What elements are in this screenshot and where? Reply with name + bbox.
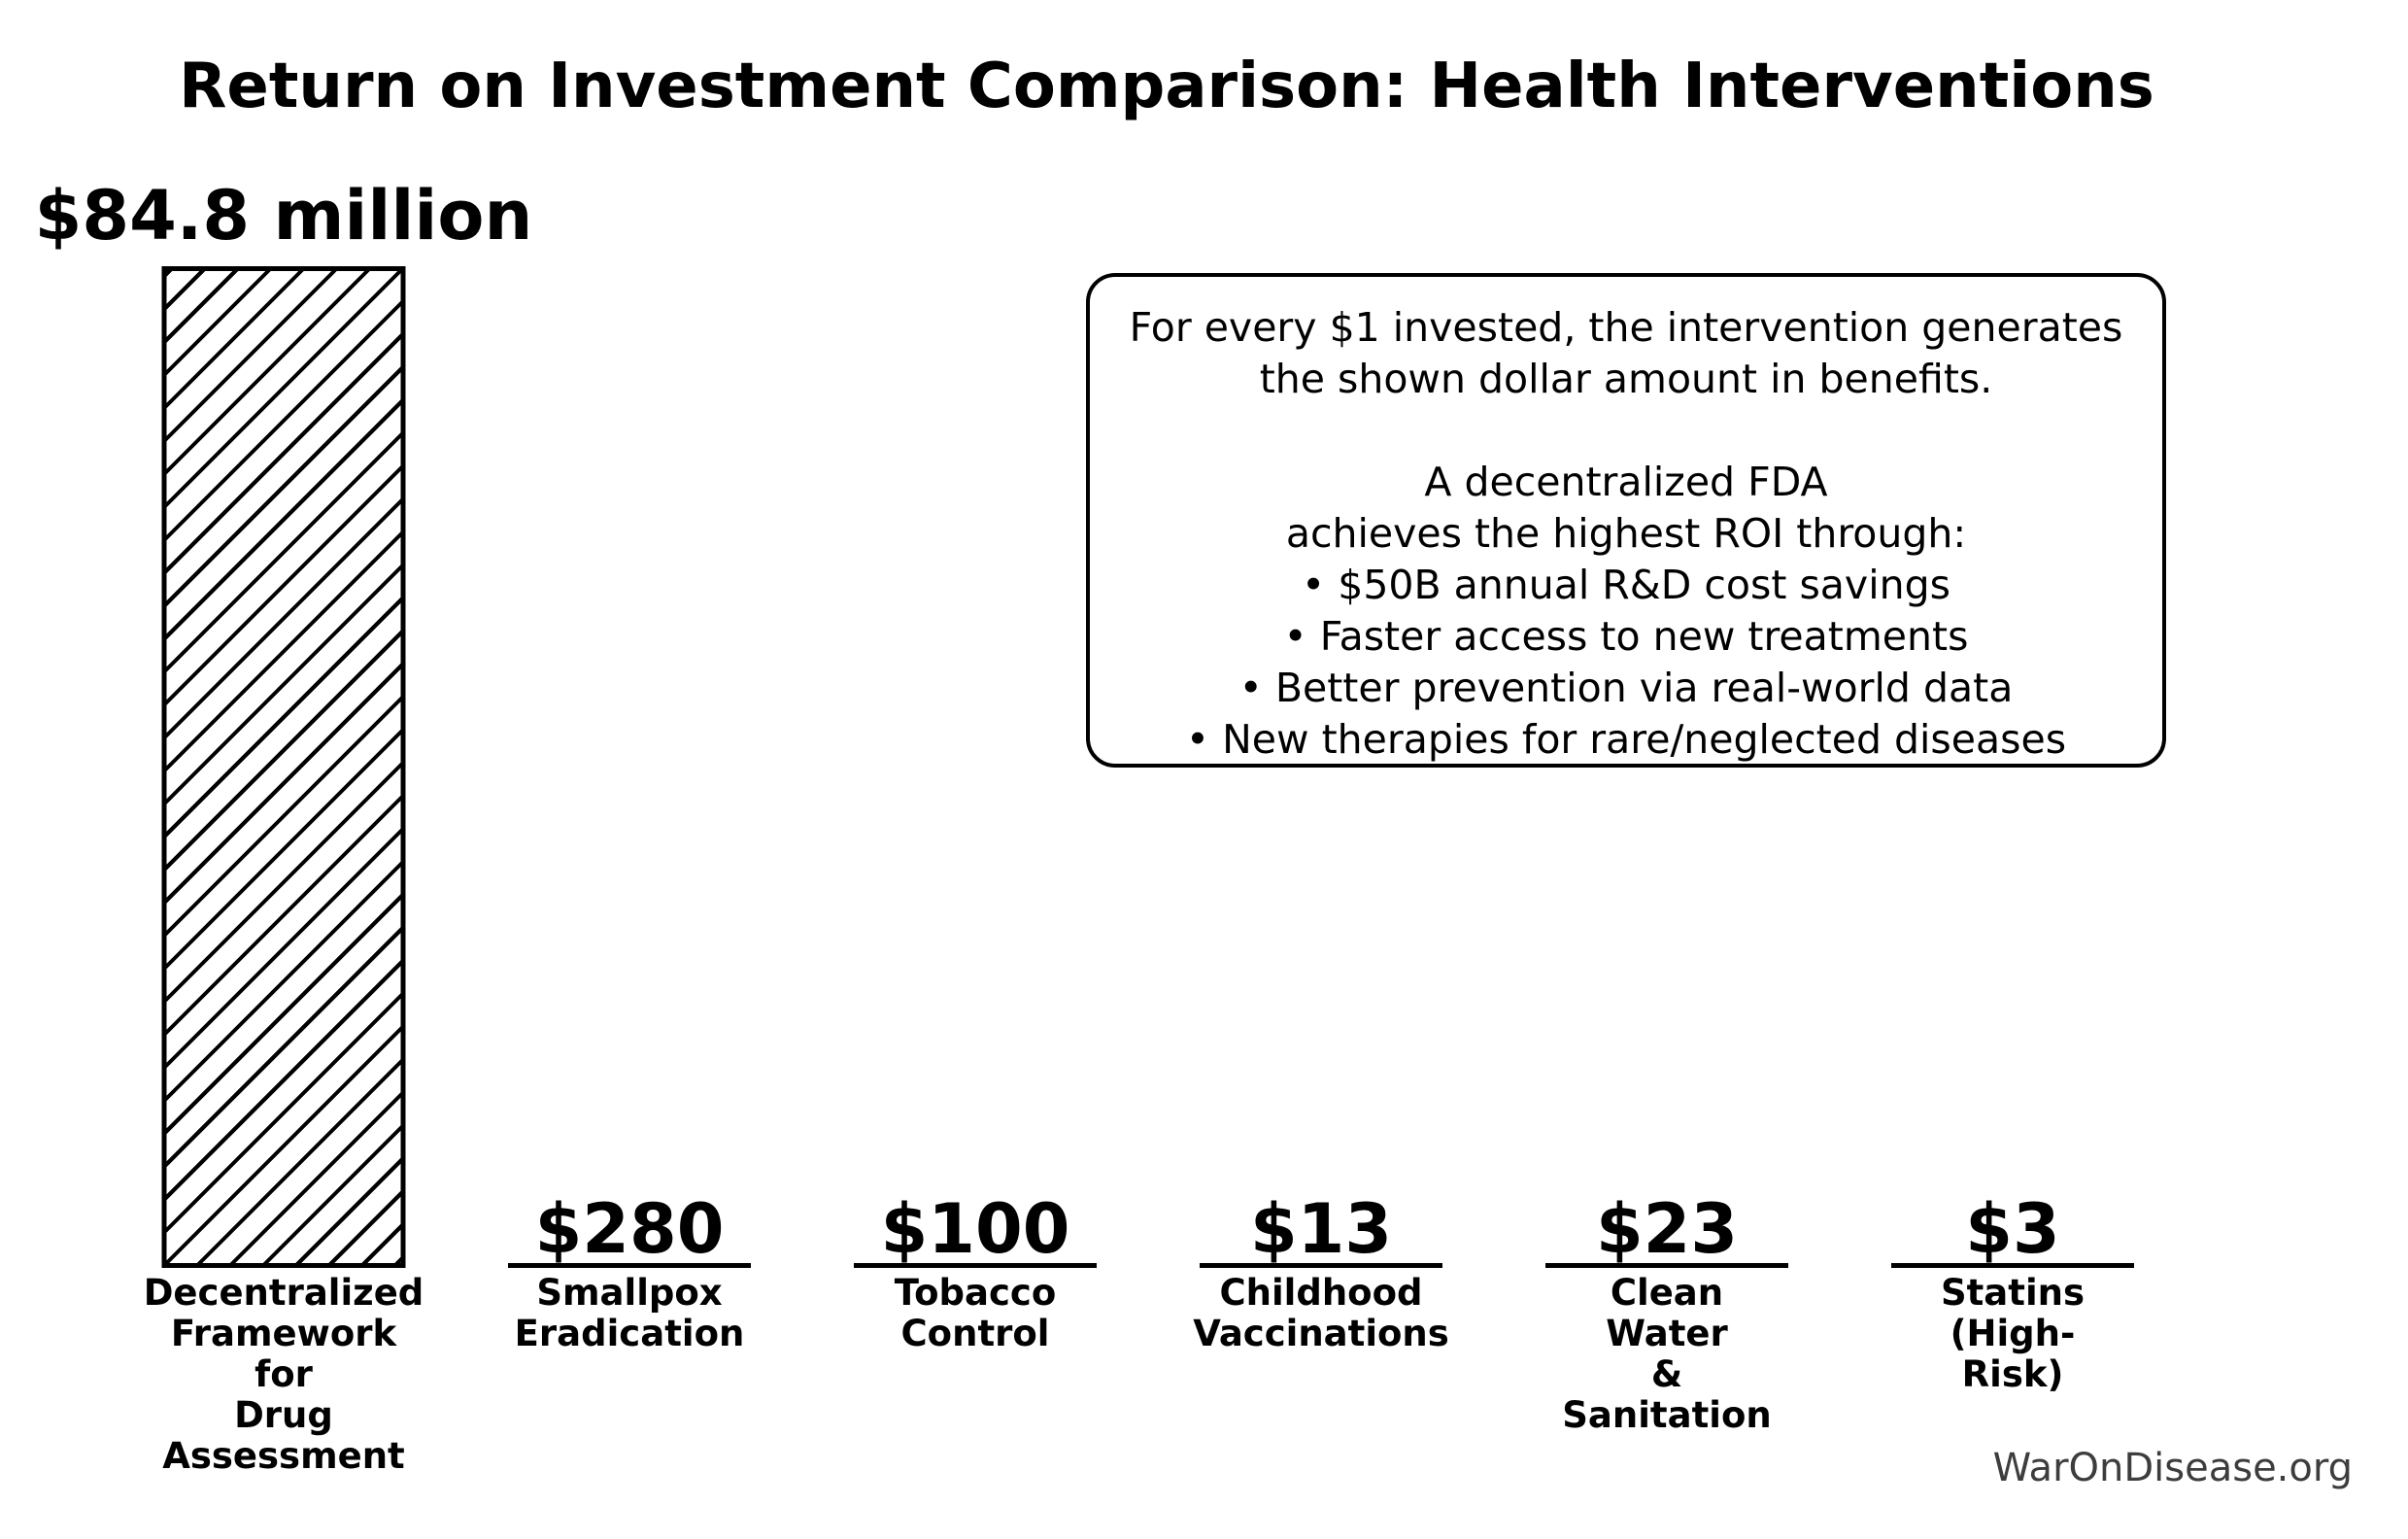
category-label-decentralized: Decentralized Framework for Drug Assessm…	[143, 1272, 424, 1477]
bar-statins	[1891, 1263, 2134, 1268]
annotation-line: achieves the highest ROI through:	[1285, 510, 1967, 557]
annotation-line: For every $1 invested, the intervention …	[1129, 304, 2123, 351]
annotation-line	[1090, 405, 2162, 457]
column-statins: $3 Statins (High-Risk)	[1838, 0, 2188, 1539]
value-label-vaccinations: $13	[1249, 1189, 1393, 1269]
bar-tobacco	[854, 1263, 1097, 1268]
annotation-line: A decentralized FDA	[1424, 459, 1828, 505]
bar-clean-water	[1545, 1263, 1788, 1268]
watermark: WarOnDisease.org	[1992, 1446, 2353, 1490]
category-label-vaccinations: Childhood Vaccinations	[1193, 1272, 1449, 1354]
category-label-statins: Statins (High-Risk)	[1940, 1272, 2086, 1395]
column-smallpox: $280 Smallpox Eradication	[455, 0, 804, 1539]
bar-vaccinations	[1200, 1263, 1442, 1268]
value-label-statins: $3	[1965, 1189, 2060, 1269]
category-label-clean-water: Clean Water & Sanitation	[1562, 1272, 1772, 1436]
bar-smallpox	[508, 1263, 751, 1268]
annotation-line: • Better prevention via real-world data	[1238, 665, 2014, 711]
bar-decentralized-framework	[161, 266, 406, 1268]
annotation-line: the shown dollar amount in benefits.	[1259, 356, 1993, 402]
column-tobacco: $100 Tobacco Control	[800, 0, 1150, 1539]
value-label-clean-water: $23	[1595, 1189, 1739, 1269]
category-label-tobacco: Tobacco Control	[894, 1272, 1057, 1354]
value-label-smallpox: $280	[534, 1189, 725, 1269]
annotation-line: • Faster access to new treatments	[1283, 613, 1969, 660]
annotation-line: • $50B annual R&D cost savings	[1302, 562, 1950, 608]
value-label-tobacco: $100	[880, 1189, 1070, 1269]
annotation-line: • New therapies for rare/neglected disea…	[1185, 716, 2067, 763]
column-vaccinations: $13 Childhood Vaccinations	[1146, 0, 1496, 1539]
chart-title: Return on Investment Comparison: Health …	[179, 51, 2154, 122]
category-label-smallpox: Smallpox Eradication	[514, 1272, 745, 1354]
column-clean-water: $23 Clean Water & Sanitation	[1492, 0, 1842, 1539]
value-label-decentralized: $84.8 million	[34, 176, 533, 256]
annotation-box: For every $1 invested, the intervention …	[1086, 273, 2166, 768]
column-decentralized-framework: $84.8 million Decentralized Framework fo…	[35, 0, 533, 1539]
